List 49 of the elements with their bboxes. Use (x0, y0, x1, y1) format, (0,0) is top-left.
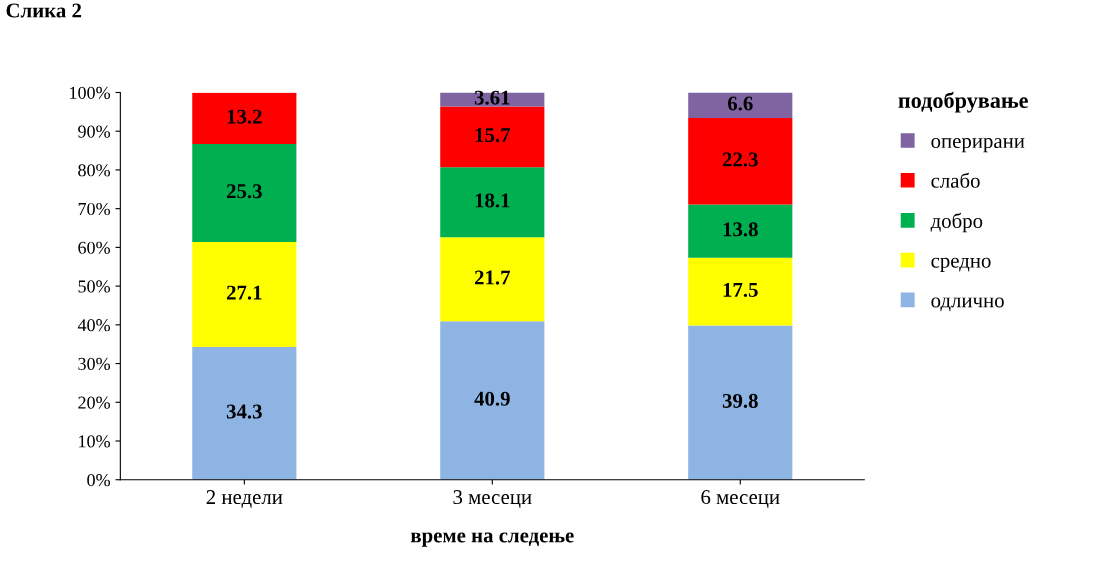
bar (688, 118, 793, 205)
data-label: 3.61 (474, 90, 510, 105)
legend-label: одлично (931, 297, 1004, 312)
bar (192, 346, 297, 480)
data-label: 13.2 (227, 109, 262, 124)
bar (440, 167, 545, 238)
y-tick-label: 100% (70, 86, 110, 99)
bar (440, 321, 545, 480)
legend-label: добро (930, 212, 983, 233)
data-label: 39.8 (722, 393, 758, 408)
data-label: 40.9 (474, 391, 510, 406)
bar (688, 325, 793, 480)
y-tick-label: 20% (78, 396, 110, 409)
y-tick-label: 10% (79, 435, 110, 448)
y-tick-label: 50% (78, 280, 110, 293)
y-tick-label: 70% (78, 202, 110, 216)
y-tick-label: 40% (77, 319, 110, 332)
bar (192, 143, 297, 242)
data-label: 6.6 (727, 96, 753, 111)
data-label: 17.5 (723, 282, 758, 298)
x-tick-label: 3 месеци (453, 490, 532, 508)
data-label: 18.1 (475, 193, 510, 208)
bar (688, 257, 793, 326)
x-tick-label: 2 недели (206, 490, 283, 508)
data-label: 21.7 (474, 270, 511, 285)
data-label: 22.3 (722, 152, 758, 167)
data-label: 25.3 (226, 184, 262, 199)
data-label: 15.7 (475, 128, 511, 143)
y-tick-label: 80% (78, 164, 110, 177)
bar (192, 241, 297, 347)
text: Слика 2 (6, 3, 82, 18)
legend-label: слабо (931, 172, 980, 188)
y-tick-label: 90% (78, 125, 110, 138)
legend-label: средно (931, 257, 991, 272)
y-tick-label: 60% (78, 241, 110, 254)
bar (688, 204, 793, 258)
legend-title: подобрување (898, 91, 1028, 113)
legend-label: оперирани (931, 138, 1025, 153)
bar (688, 92, 793, 119)
bar (192, 92, 297, 144)
bar (440, 237, 545, 322)
y-tick-label: 30% (78, 357, 110, 371)
data-label: 34.3 (226, 404, 262, 419)
x-axis-title: време на следење (410, 532, 574, 547)
x-tick-label: 6 месеци (701, 490, 780, 508)
data-label: 13.8 (723, 222, 758, 237)
bar (440, 106, 545, 168)
data-label: 27.1 (226, 285, 262, 300)
y-tick-label: 0% (87, 474, 110, 487)
